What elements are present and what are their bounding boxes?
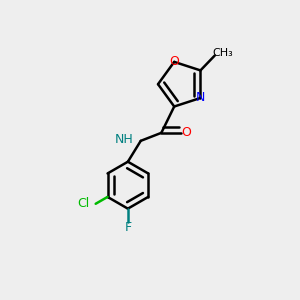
Text: CH₃: CH₃	[212, 48, 233, 58]
Text: F: F	[124, 221, 131, 234]
Text: O: O	[169, 56, 179, 68]
Text: Cl: Cl	[77, 197, 89, 210]
Text: NH: NH	[115, 133, 134, 146]
Text: O: O	[182, 126, 191, 139]
Text: N: N	[196, 92, 205, 104]
